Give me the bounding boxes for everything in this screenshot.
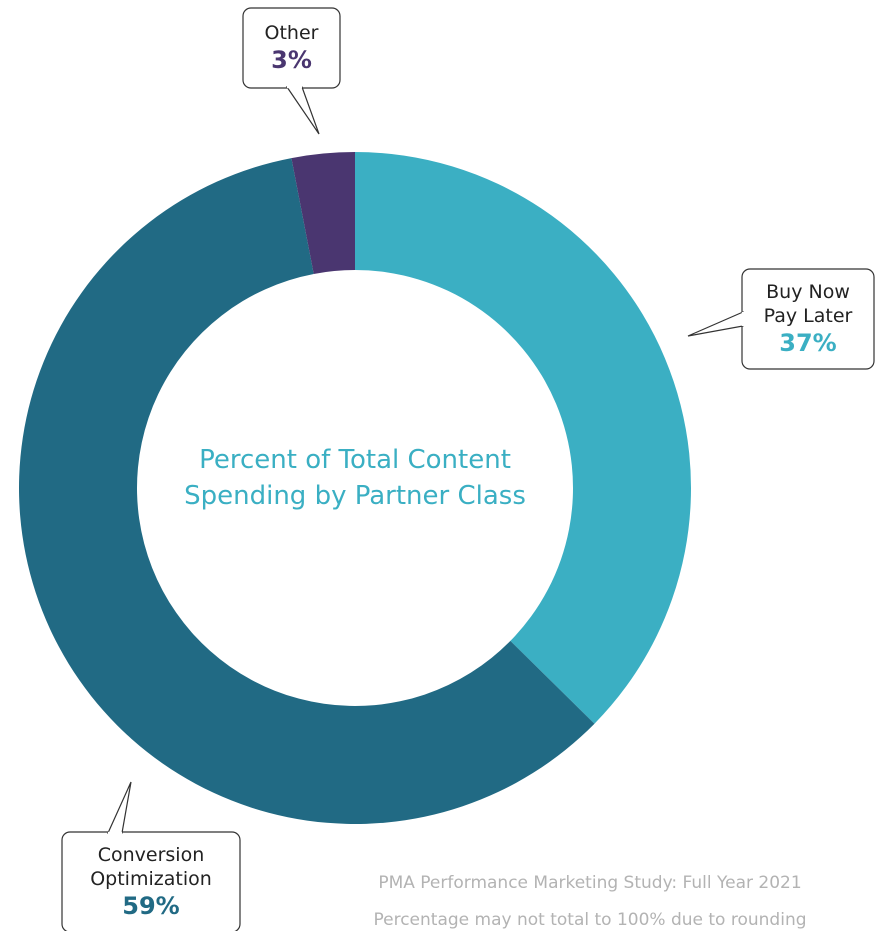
callout-pointer [285,86,320,135]
callout-pointer [687,311,744,337]
source-note: PMA Performance Marketing Study: Full Ye… [378,873,801,893]
callout-box [61,831,241,931]
callout-label: Buy Now [766,281,850,303]
callout-pointer [107,781,132,834]
data-label: 3% [271,46,312,74]
callout-label: Optimization [90,868,212,890]
callout-label: Other [265,22,319,44]
callout-label: Conversion [98,844,205,866]
data-label: 59% [122,892,179,920]
chart-title-line-1: Percent of Total Content [199,445,511,475]
slice-conversion-optimization [19,158,595,824]
slices-group [19,152,692,824]
rounding-note: Percentage may not total to 100% due to … [373,910,806,930]
data-label: 37% [779,329,836,357]
slice-other [291,152,355,274]
callout-label: Pay Later [764,305,853,327]
slice-buy-now-pay-later [355,152,692,724]
chart-title-line-2: Spending by Partner Class [184,481,526,511]
